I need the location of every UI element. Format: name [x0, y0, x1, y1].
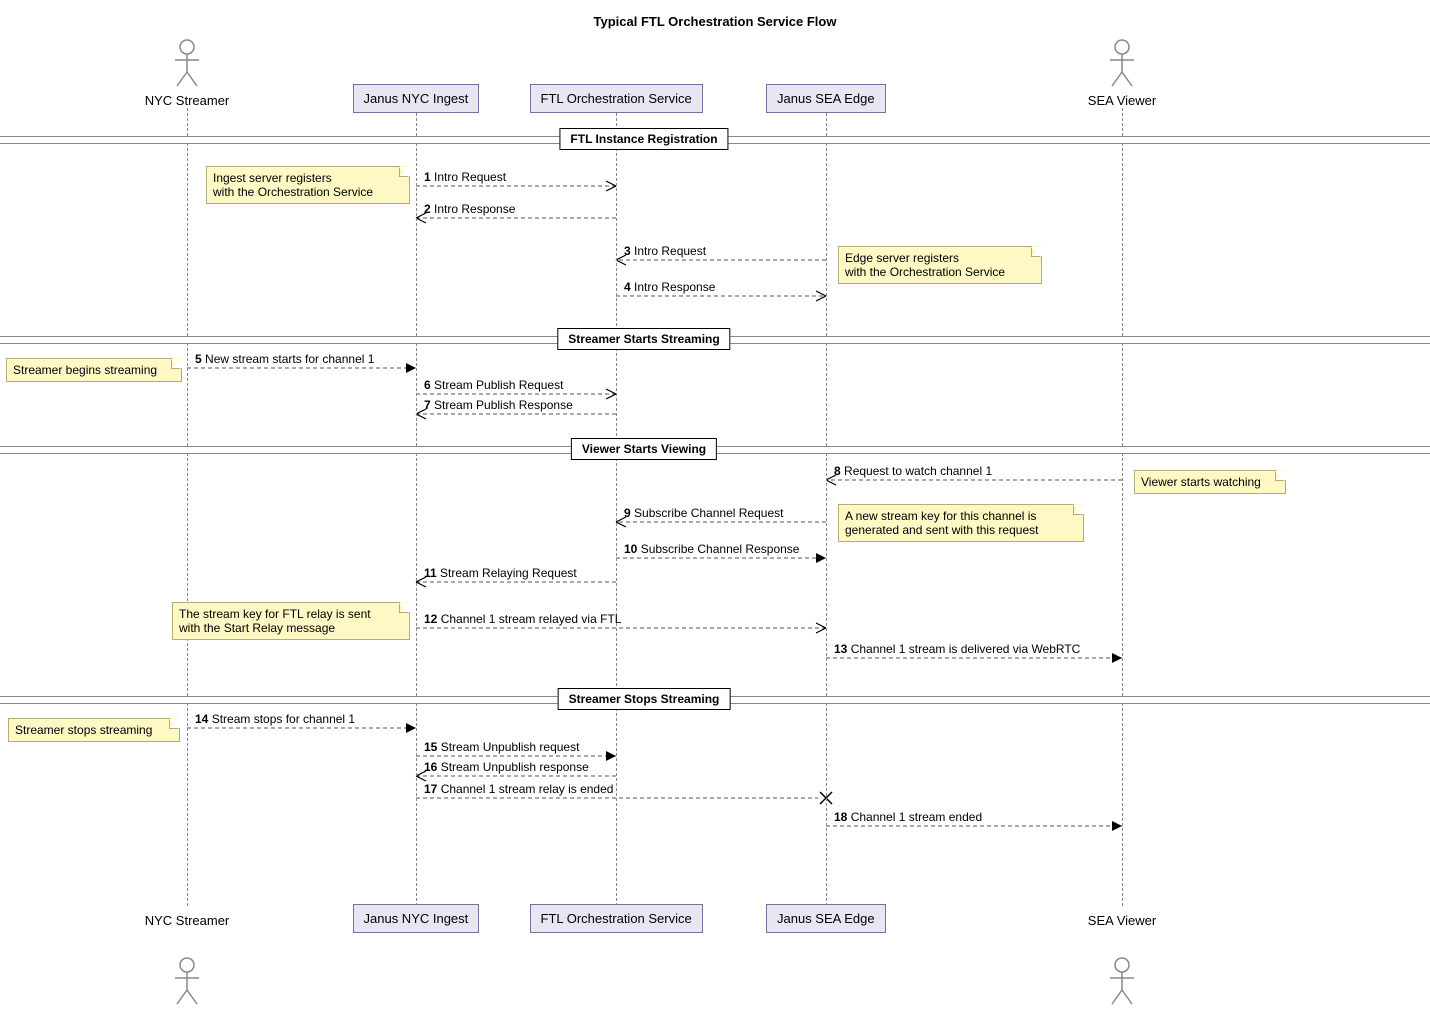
participant-edge-bottom: Janus SEA Edge	[766, 904, 886, 933]
lifeline-orch	[616, 108, 617, 906]
message-label-14: 14 Stream stops for channel 1	[195, 712, 355, 726]
message-label-8: 8 Request to watch channel 1	[834, 464, 992, 478]
message-label-1: 1 Intro Request	[424, 170, 506, 184]
lifeline-edge	[826, 108, 827, 906]
lifeline-ingest	[416, 108, 417, 906]
sequence-diagram: Typical FTL Orchestration Service Flow N…	[0, 0, 1430, 1017]
note-3: Viewer starts watching	[1134, 470, 1286, 494]
note-1: Edge server registerswith the Orchestrat…	[838, 246, 1042, 284]
message-label-11: 11 Stream Relaying Request	[424, 566, 577, 580]
message-label-4: 4 Intro Response	[624, 280, 715, 294]
message-label-6: 6 Stream Publish Request	[424, 378, 563, 392]
message-label-10: 10 Subscribe Channel Response	[624, 542, 799, 556]
participant-orch-bottom: FTL Orchestration Service	[530, 904, 703, 933]
actor-label-viewer-bottom: SEA Viewer	[1042, 913, 1202, 928]
note-0: Ingest server registerswith the Orchestr…	[206, 166, 410, 204]
participant-ingest-top: Janus NYC Ingest	[353, 84, 480, 113]
lifeline-viewer	[1122, 108, 1123, 906]
diagram-title: Typical FTL Orchestration Service Flow	[0, 14, 1430, 29]
divider-label-2: Viewer Starts Viewing	[571, 438, 717, 460]
note-6: Streamer stops streaming	[8, 718, 180, 742]
message-label-9: 9 Subscribe Channel Request	[624, 506, 783, 520]
message-label-17: 17 Channel 1 stream relay is ended	[424, 782, 613, 796]
actor-label-viewer-top: SEA Viewer	[1042, 93, 1202, 108]
participant-ingest-bottom: Janus NYC Ingest	[353, 904, 480, 933]
message-label-3: 3 Intro Request	[624, 244, 706, 258]
divider-label-1: Streamer Starts Streaming	[557, 328, 730, 350]
actor-label-streamer-top: NYC Streamer	[107, 93, 267, 108]
participant-orch-top: FTL Orchestration Service	[530, 84, 703, 113]
message-label-16: 16 Stream Unpublish response	[424, 760, 589, 774]
message-label-13: 13 Channel 1 stream is delivered via Web…	[834, 642, 1080, 656]
lifeline-streamer	[187, 108, 188, 906]
divider-label-3: Streamer Stops Streaming	[558, 688, 731, 710]
message-label-18: 18 Channel 1 stream ended	[834, 810, 982, 824]
note-5: The stream key for FTL relay is sentwith…	[172, 602, 410, 640]
message-label-2: 2 Intro Response	[424, 202, 515, 216]
participant-edge-top: Janus SEA Edge	[766, 84, 886, 113]
message-label-12: 12 Channel 1 stream relayed via FTL	[424, 612, 621, 626]
message-label-15: 15 Stream Unpublish request	[424, 740, 579, 754]
message-label-5: 5 New stream starts for channel 1	[195, 352, 374, 366]
actor-label-streamer-bottom: NYC Streamer	[107, 913, 267, 928]
note-2: Streamer begins streaming	[6, 358, 182, 382]
note-4: A new stream key for this channel isgene…	[838, 504, 1084, 542]
message-label-7: 7 Stream Publish Response	[424, 398, 573, 412]
divider-label-0: FTL Instance Registration	[559, 128, 728, 150]
